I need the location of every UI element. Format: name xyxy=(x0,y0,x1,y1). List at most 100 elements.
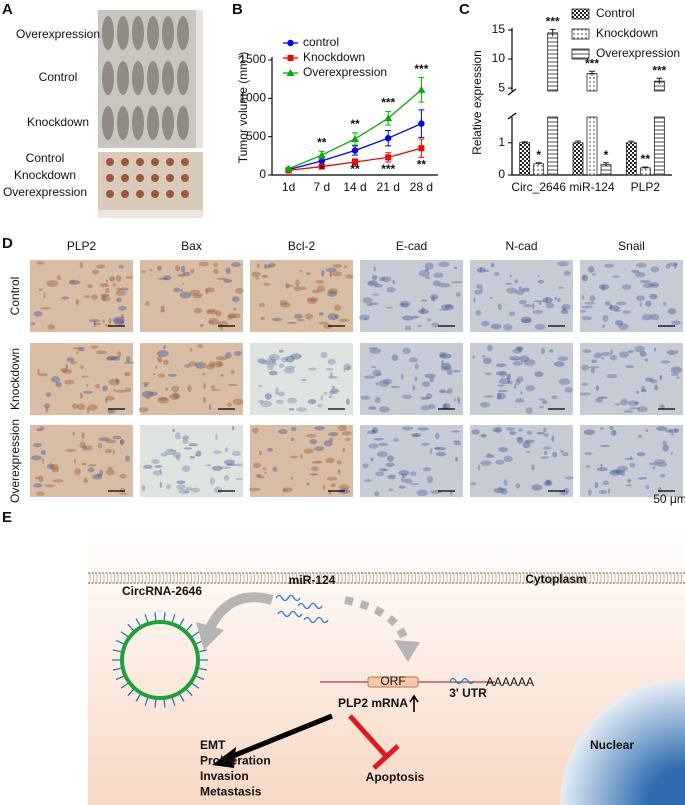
stain xyxy=(158,358,163,363)
stain xyxy=(168,449,177,453)
stain xyxy=(660,474,666,478)
marker xyxy=(351,134,359,142)
stain xyxy=(563,270,571,276)
halo xyxy=(179,694,185,702)
halo xyxy=(144,614,149,623)
stain xyxy=(401,473,407,477)
halo xyxy=(115,675,124,681)
stain xyxy=(271,361,277,366)
stain xyxy=(509,355,521,361)
legend-label: Control xyxy=(596,6,635,20)
tumor-label: Knockdown xyxy=(14,168,76,182)
stain xyxy=(545,302,555,309)
tumor xyxy=(166,158,174,166)
inhibit xyxy=(348,714,388,758)
stain xyxy=(398,485,406,489)
panel-label: E xyxy=(2,509,12,526)
marker xyxy=(284,164,293,172)
stain xyxy=(327,288,339,295)
tumor xyxy=(106,190,114,198)
tumor xyxy=(136,174,144,182)
stain xyxy=(91,294,99,300)
stain xyxy=(378,442,389,447)
group-label: Overexpression xyxy=(16,27,100,41)
halo xyxy=(120,683,128,689)
stain xyxy=(563,487,570,494)
stain xyxy=(611,275,621,278)
stain xyxy=(119,473,127,479)
utr-label: 3' UTR xyxy=(449,686,487,700)
stain xyxy=(588,366,599,369)
stain xyxy=(481,354,486,358)
stain xyxy=(598,489,608,494)
stain xyxy=(223,474,230,481)
stain xyxy=(86,407,90,414)
micrograph xyxy=(360,260,463,332)
stain xyxy=(233,351,243,356)
stain xyxy=(591,273,597,276)
stain xyxy=(497,486,503,491)
stain xyxy=(629,462,636,468)
halo xyxy=(154,612,157,621)
stain xyxy=(373,283,383,288)
stain xyxy=(639,350,647,357)
stain xyxy=(341,431,352,436)
stain xyxy=(183,447,193,450)
stain xyxy=(526,450,531,454)
stain xyxy=(416,324,422,327)
stain xyxy=(158,277,169,280)
stain xyxy=(260,400,273,408)
stain xyxy=(73,458,77,464)
stain xyxy=(635,390,640,394)
stain xyxy=(364,316,368,321)
stain xyxy=(425,276,431,279)
stain xyxy=(512,361,523,366)
stain xyxy=(623,410,634,413)
stain xyxy=(295,279,300,286)
micrograph xyxy=(580,425,683,497)
stain xyxy=(476,267,487,273)
stain xyxy=(339,484,350,490)
stain xyxy=(440,304,453,308)
significance: *** xyxy=(546,15,560,29)
stain xyxy=(119,439,124,446)
stain xyxy=(639,302,642,307)
stain xyxy=(207,310,216,313)
stain xyxy=(267,363,274,371)
halo xyxy=(163,612,166,621)
stain xyxy=(279,300,288,306)
stain xyxy=(30,455,42,461)
y-tick-label: 1500 xyxy=(239,52,266,66)
tumor xyxy=(181,190,189,198)
stain xyxy=(105,468,115,476)
stain xyxy=(551,395,558,400)
circrna-label: CircRNA-2646 xyxy=(122,584,202,598)
stain xyxy=(509,311,515,317)
stain xyxy=(420,405,431,411)
stain xyxy=(392,280,396,285)
stain xyxy=(480,401,490,408)
column-label: E-cad xyxy=(396,239,427,253)
stain xyxy=(306,296,319,302)
stain xyxy=(151,459,160,464)
stain xyxy=(257,385,263,388)
stain xyxy=(208,320,213,324)
error-bar xyxy=(575,140,581,145)
outcome-label: Proliferation xyxy=(200,754,271,768)
stain xyxy=(659,374,663,380)
stain xyxy=(311,461,323,464)
stain xyxy=(280,357,289,363)
stain xyxy=(588,266,595,273)
stain xyxy=(332,264,343,268)
stain xyxy=(205,464,212,467)
stain xyxy=(282,488,288,493)
stain xyxy=(629,455,633,461)
stain xyxy=(598,284,610,290)
stain xyxy=(157,373,166,378)
x-tick-label: 14 d xyxy=(343,180,366,194)
stain xyxy=(68,280,81,285)
stain xyxy=(581,364,589,371)
mouse xyxy=(117,16,129,50)
arrow xyxy=(344,596,409,642)
stain xyxy=(42,458,45,465)
